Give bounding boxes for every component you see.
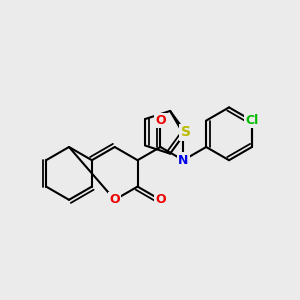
Text: N: N <box>178 154 188 167</box>
Text: O: O <box>155 114 166 127</box>
Text: O: O <box>110 193 120 206</box>
Text: O: O <box>155 193 166 206</box>
Text: Cl: Cl <box>245 114 259 127</box>
Text: S: S <box>181 125 190 139</box>
